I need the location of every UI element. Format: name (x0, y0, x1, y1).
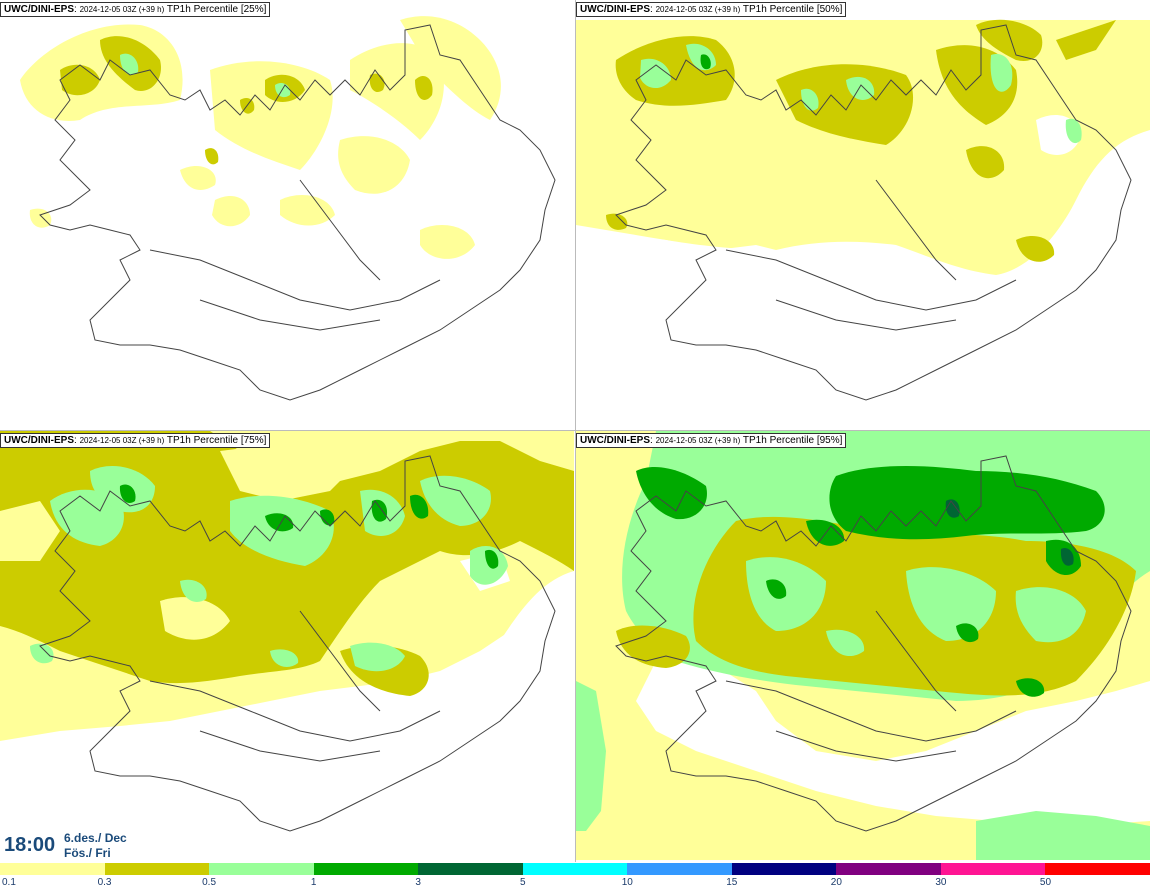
precip-lightgreen-areas (30, 466, 508, 672)
precip-map-p25 (20, 16, 556, 401)
legend-swatch (522, 863, 628, 875)
precip-map-p95 (576, 431, 1150, 860)
panel-divider-vertical (575, 0, 576, 862)
valid-weekday: Fös./ Fri (64, 846, 111, 860)
legend-swatch (104, 863, 210, 875)
map-panel-p95: UWC/DINI-EPS: 2024-12-05 03Z (+39 h) TP1… (576, 431, 1150, 860)
panel-run: 2024-12-05 03Z (+39 h) (655, 5, 741, 14)
precip-map-p75 (0, 431, 574, 860)
panel-title: UWC/DINI-EPS: 2024-12-05 03Z (+39 h) TP1… (0, 2, 271, 17)
legend-swatch (731, 863, 837, 875)
panel-run: 2024-12-05 03Z (+39 h) (79, 436, 165, 445)
valid-time: 18:00 (4, 834, 56, 856)
legend-swatch (418, 863, 523, 875)
legend-tick-label: 0.1 (2, 877, 16, 888)
legend-swatch (940, 863, 1046, 875)
legend-tick-label: 15 (726, 877, 738, 888)
legend-tick-label: 0.5 (202, 877, 217, 888)
color-scale-legend: 0.1 0.3 0.5 1 3 5 10 15 20 30 50 (0, 863, 1150, 891)
map-panel-p25: UWC/DINI-EPS: 2024-12-05 03Z (+39 h) TP1… (0, 0, 574, 429)
precip-olive-areas (606, 19, 1116, 262)
legend-tick-label: 3 (415, 877, 421, 888)
panel-source: UWC/DINI-EPS (4, 435, 74, 446)
panel-title: UWC/DINI-EPS: 2024-12-05 03Z (+39 h) TP1… (576, 433, 847, 448)
legend-swatch (836, 863, 941, 875)
legend-swatch (627, 863, 732, 875)
panel-source: UWC/DINI-EPS (580, 4, 650, 15)
legend-tick-label: 5 (519, 877, 526, 888)
legend-tick-label: 10 (621, 877, 633, 888)
map-panel-p75: UWC/DINI-EPS: 2024-12-05 03Z (+39 h) TP1… (0, 431, 574, 860)
dry-areas (636, 661, 1150, 826)
legend-tick-label: 20 (830, 877, 842, 888)
panel-title: UWC/DINI-EPS: 2024-12-05 03Z (+39 h) TP1… (0, 433, 271, 448)
panel-field: TP1h Percentile [95%] (742, 435, 843, 446)
legend-tick-label: 0.3 (97, 877, 112, 888)
panel-field: TP1h Percentile [50%] (742, 4, 843, 15)
panel-source: UWC/DINI-EPS (580, 435, 650, 446)
iceland-coastline (39, 24, 556, 401)
legend-swatch (1045, 863, 1150, 875)
precip-yellow-areas (20, 16, 501, 259)
iceland-coastline (615, 455, 1132, 832)
precip-green-areas (700, 54, 711, 70)
panel-title: UWC/DINI-EPS: 2024-12-05 03Z (+39 h) TP1… (576, 2, 847, 17)
panel-field: TP1h Percentile [75%] (166, 435, 267, 446)
legend-swatch (0, 863, 105, 875)
iceland-coastline (615, 24, 1132, 401)
legend-tick-label: 50 (1039, 877, 1052, 888)
legend-tick-label: 1 (310, 877, 317, 888)
valid-date: 6.des./ Dec (64, 831, 127, 845)
panel-run: 2024-12-05 03Z (+39 h) (79, 5, 165, 14)
panel-field: TP1h Percentile [25%] (166, 4, 267, 15)
panel-divider-horizontal (0, 430, 1150, 431)
precip-map-p50 (576, 19, 1150, 429)
precip-yellow-inner (0, 441, 360, 640)
panel-source: UWC/DINI-EPS (4, 4, 74, 15)
iceland-coastline (39, 455, 556, 832)
legend-swatch (313, 863, 419, 875)
legend-tick-label: 30 (935, 877, 947, 888)
valid-time-box: 18:00 6.des./ Dec Fös./ Fri (0, 828, 130, 862)
legend-color-bar (0, 863, 1150, 875)
map-panel-p50: UWC/DINI-EPS: 2024-12-05 03Z (+39 h) TP1… (576, 0, 1150, 429)
panel-run: 2024-12-05 03Z (+39 h) (655, 436, 741, 445)
legend-swatch (209, 863, 314, 875)
precip-lightgreen-areas (640, 43, 1082, 144)
